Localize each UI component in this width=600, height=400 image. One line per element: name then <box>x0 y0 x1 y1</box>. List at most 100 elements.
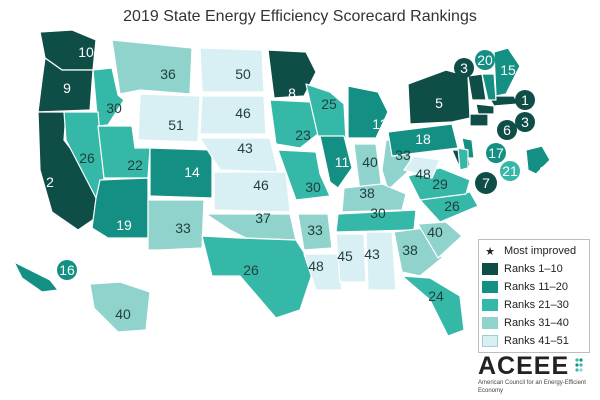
state-shape <box>137 93 201 143</box>
state-rank-label: 15 <box>500 62 516 78</box>
state-rank-label: 9 <box>63 80 71 96</box>
state-rank-label: 3 <box>460 60 468 76</box>
state-shape <box>111 39 193 95</box>
state-rank-label: 50 <box>235 66 251 82</box>
state-rank-label: 30 <box>106 100 122 116</box>
state-shape <box>401 275 465 337</box>
state-shape <box>525 145 551 175</box>
state-rank-label: 33 <box>307 222 323 238</box>
logo-wordmark: ACEEE <box>478 352 570 380</box>
state-rank-label: 20 <box>477 52 493 68</box>
state-shape <box>297 213 333 251</box>
legend-swatch <box>482 299 498 311</box>
state-shape <box>269 99 319 149</box>
state-rank-label: 40 <box>362 154 378 170</box>
state-shape <box>403 155 441 179</box>
state-shape <box>149 147 213 199</box>
aceee-logo: ACEEE American Council for an Energy-Eff… <box>478 353 590 395</box>
state-rank-label: 40 <box>115 306 131 322</box>
state-shape <box>475 103 495 115</box>
legend-swatch <box>482 317 498 329</box>
state-rank-label: 26 <box>444 198 460 214</box>
state-rank-label: 46 <box>253 177 269 193</box>
state-rank-label: 48 <box>308 258 324 274</box>
state-rank-label: 46 <box>235 105 251 121</box>
legend-item-label: Ranks 11–20 <box>504 281 569 293</box>
state-rank-label: 8 <box>288 85 296 101</box>
legend-item: Ranks 21–30 <box>482 296 586 314</box>
legend-item-label: Ranks 21–30 <box>504 299 569 311</box>
state-shape <box>89 281 151 333</box>
state-shape <box>147 199 205 251</box>
callout-circle <box>486 143 506 163</box>
callout-circle <box>475 172 497 194</box>
legend: ★ Most improved Ranks 1–10 Ranks 11–20 R… <box>478 239 590 353</box>
state-rank-label: 5 <box>435 95 443 111</box>
callout-circle <box>500 161 520 181</box>
legend-swatch <box>482 335 498 347</box>
state-rank-label: 18 <box>415 131 431 147</box>
state-rank-label: 30 <box>305 179 321 195</box>
legend-item: Ranks 41–51 <box>482 332 586 350</box>
state-rank-label: 22 <box>127 157 143 173</box>
state-shape <box>213 171 291 213</box>
state-rank-label: 3 <box>521 114 529 130</box>
legend-item: Ranks 31–40 <box>482 314 586 332</box>
state-shape <box>37 57 94 113</box>
state-rank-label: 25 <box>321 96 337 112</box>
legend-item: Ranks 11–20 <box>482 278 586 296</box>
callout-markers <box>57 50 535 280</box>
state-shape <box>481 73 497 101</box>
legend-item-label: Ranks 1–10 <box>504 263 563 275</box>
state-shape <box>493 47 521 97</box>
state-shape <box>417 221 463 259</box>
state-rank-label: 51 <box>168 117 184 133</box>
state-rank-label: 24 <box>428 288 444 304</box>
state-rank-label: 21 <box>502 163 518 179</box>
state-rank-label: 6 <box>503 122 511 138</box>
state-rank-label: 37 <box>255 210 271 226</box>
state-rank-label: 7 <box>482 175 490 191</box>
state-rank-label: 13 <box>372 116 388 132</box>
state-shape <box>277 149 331 201</box>
state-rank-label: 33 <box>395 147 411 163</box>
state-rank-label: 11 <box>335 154 350 170</box>
legend-swatch <box>482 281 498 293</box>
logo-tagline: American Council for an Energy-Efficient… <box>478 380 586 394</box>
logo-dots-icon <box>575 358 583 372</box>
callout-circle <box>515 112 535 132</box>
state-shape <box>199 47 265 93</box>
star-icon: ★ <box>485 245 495 258</box>
callout-circle <box>497 120 517 140</box>
state-rank-label: 14 <box>184 164 200 180</box>
state-shape <box>199 95 267 135</box>
state-rank-label: 38 <box>402 242 418 258</box>
state-shape <box>201 235 315 319</box>
state-rank-label: 19 <box>116 217 132 233</box>
legend-item-label: Ranks 31–40 <box>504 317 569 329</box>
legend-item-label: Ranks 41–51 <box>504 335 569 347</box>
state-shape <box>365 231 397 291</box>
state-shape <box>303 253 343 291</box>
state-rank-label: 45 <box>337 248 353 264</box>
callout-circle <box>57 260 77 280</box>
state-rank-label: 30 <box>370 205 386 221</box>
state-rank-label: 48 <box>415 166 431 182</box>
state-rank-label: 33 <box>175 220 191 236</box>
state-shape <box>205 213 297 241</box>
legend-most-improved: ★ Most improved <box>482 242 586 260</box>
state-rank-label: 2 <box>46 174 54 190</box>
map-title: 2019 State Energy Efficiency Scorecard R… <box>123 8 477 25</box>
state-shape <box>305 83 347 141</box>
callout-circle <box>454 58 474 78</box>
legend-swatch <box>482 263 498 275</box>
legend-most-improved-label: Most improved <box>504 245 577 257</box>
state-rank-label: 10 <box>78 44 94 60</box>
state-rank-label: 23 <box>295 127 311 143</box>
state-shapes <box>13 29 551 337</box>
state-rank-label: 26 <box>243 262 259 278</box>
state-shape <box>347 85 389 139</box>
state-shape <box>469 113 489 127</box>
